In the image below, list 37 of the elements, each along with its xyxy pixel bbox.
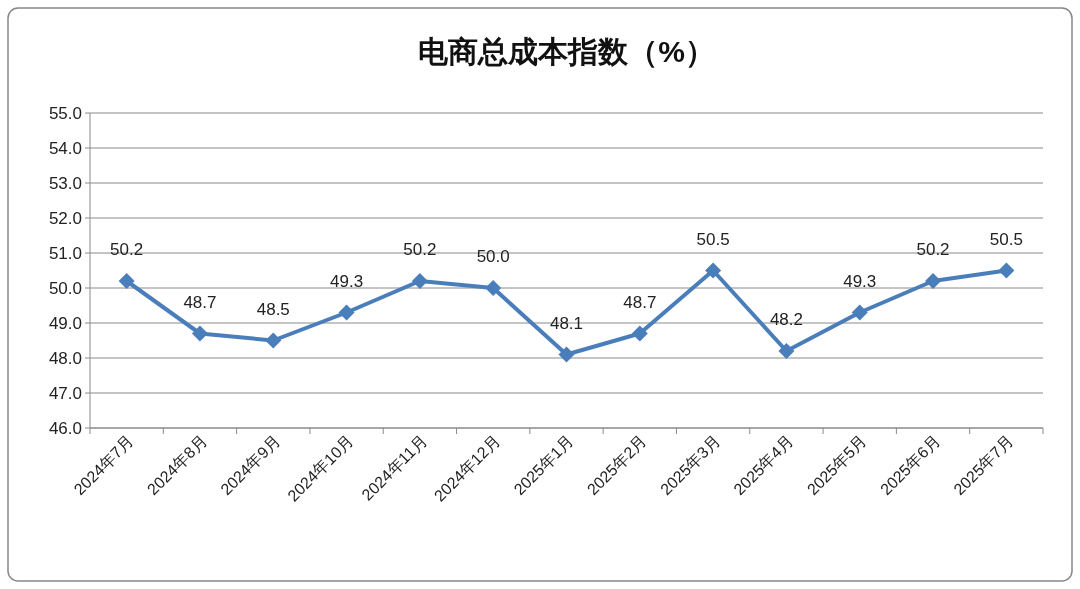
point	[558, 346, 575, 363]
point	[851, 304, 868, 321]
y-tick-label: 47.0	[48, 384, 82, 403]
y-tick-label: 52.0	[48, 209, 82, 228]
data-label: 50.2	[110, 240, 144, 259]
chart-title: 电商总成本指数（%）	[418, 35, 715, 68]
point	[265, 332, 282, 349]
data-label: 50.5	[696, 229, 730, 249]
data-label: 48.7	[623, 292, 657, 312]
point	[778, 343, 795, 359]
y-tick-label: 53.0	[48, 174, 82, 193]
point	[485, 280, 502, 296]
y-tick-label: 54.0	[48, 139, 82, 158]
point	[191, 325, 208, 342]
point	[631, 325, 648, 342]
point	[705, 262, 722, 279]
data-label: 50.0	[476, 247, 510, 266]
data-label: 50.2	[916, 240, 950, 259]
data-label: 48.2	[769, 310, 803, 329]
y-tick-label: 48.0	[48, 349, 82, 368]
data-label: 50.5	[989, 229, 1023, 249]
data-label: 50.2	[403, 240, 437, 259]
y-tick-label: 49.0	[48, 314, 82, 333]
point	[925, 273, 942, 289]
data-label: 49.3	[330, 271, 364, 291]
data-label: 48.5	[256, 299, 290, 319]
y-tick-label: 50.0	[48, 279, 82, 298]
data-label: 48.7	[183, 292, 217, 312]
point	[998, 262, 1015, 279]
point	[338, 304, 355, 321]
y-tick-label: 55.0	[48, 104, 82, 123]
y-tick-label: 46.0	[48, 419, 82, 438]
data-label: 49.3	[843, 271, 877, 291]
point	[411, 273, 428, 289]
point	[118, 273, 135, 289]
y-tick-label: 51.0	[48, 244, 82, 263]
data-label: 48.1	[549, 313, 584, 333]
